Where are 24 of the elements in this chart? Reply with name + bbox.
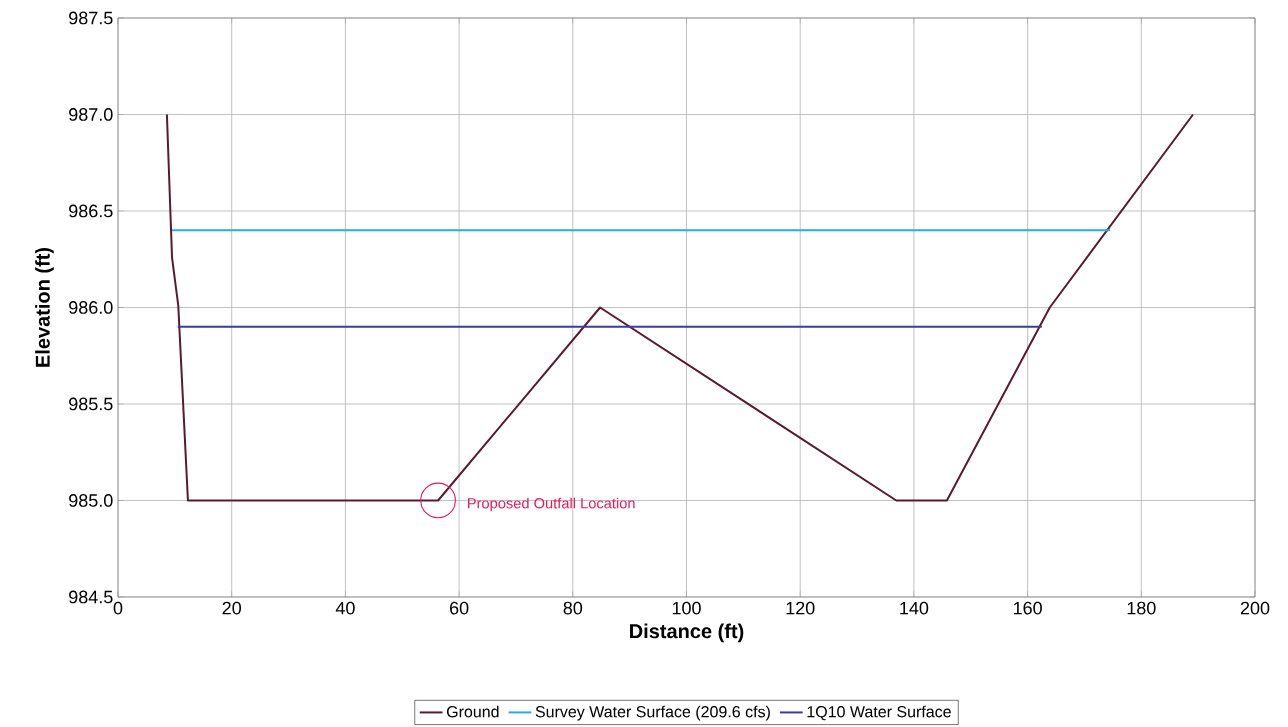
y-tick-label: 984.5 [69, 590, 113, 604]
x-tick-label: 40 [335, 601, 355, 615]
x-tick-label: 140 [900, 601, 929, 615]
y-tick-label: 985.0 [69, 494, 113, 507]
y-tick-label: 987.0 [69, 108, 113, 121]
y-axis-title: Elevation (ft) [35, 247, 54, 367]
x-tick-label: 160 [1013, 601, 1042, 615]
x-tick-label: 60 [450, 601, 469, 615]
x-tick-label: 200 [1240, 601, 1270, 615]
y-tick-label: 985.5 [69, 397, 113, 411]
y-tick-label: 986.5 [69, 204, 113, 218]
legend-label: Survey Water Surface (209.6 cfs) [535, 705, 770, 721]
legend-label: 1Q10 Water Surface [807, 705, 951, 721]
legend-label: Ground [446, 705, 499, 718]
annotation: Proposed Outfall Location [468, 497, 635, 512]
x-tick-label: 120 [786, 601, 815, 615]
x-tick-label: 20 [222, 601, 242, 615]
y-tick-label: 987.5 [69, 11, 113, 25]
y-tick-label: 986.0 [69, 301, 113, 314]
x-axis-title: Distance (ft) [630, 623, 744, 643]
x-tick-label: 0 [113, 601, 123, 615]
x-tick-label: 80 [563, 601, 583, 615]
x-tick-label: 100 [672, 601, 701, 615]
x-tick-label: 180 [1127, 601, 1156, 615]
